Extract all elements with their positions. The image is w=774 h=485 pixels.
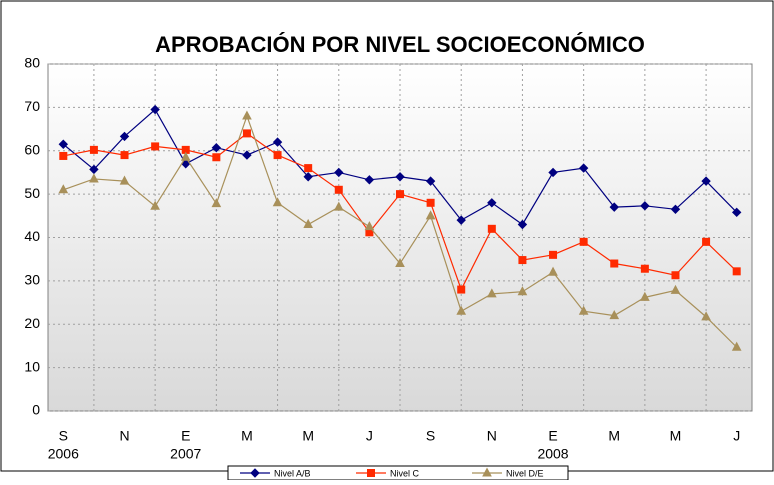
- data-point: [150, 104, 160, 115]
- data-point: [702, 237, 711, 246]
- data-point: [273, 151, 282, 160]
- data-point: [487, 224, 496, 233]
- data-point: [518, 256, 527, 265]
- y-tick-label: 50: [24, 185, 40, 201]
- data-point: [701, 311, 711, 321]
- y-tick-label: 70: [24, 98, 40, 114]
- data-point: [578, 163, 589, 173]
- data-point: [425, 210, 436, 220]
- data-point: [334, 185, 343, 194]
- data-point: [671, 271, 680, 280]
- legend-marker: [367, 469, 375, 477]
- y-tick-label: 10: [24, 358, 40, 374]
- year-label: 2006: [48, 446, 79, 462]
- x-tick-label: E: [548, 428, 557, 444]
- data-point: [517, 219, 528, 230]
- y-tick-label: 0: [32, 402, 40, 418]
- x-tick-label: N: [487, 428, 497, 444]
- data-point: [670, 204, 681, 215]
- data-point: [211, 143, 222, 153]
- data-point: [731, 341, 742, 351]
- data-point: [579, 237, 588, 246]
- data-point: [89, 173, 99, 183]
- data-point: [396, 190, 404, 199]
- data-point: [119, 131, 130, 142]
- x-tick-label: E: [181, 428, 190, 444]
- legend-marker: [250, 468, 260, 478]
- legend-label: Nivel A/B: [274, 468, 311, 478]
- data-point: [640, 201, 650, 211]
- data-point: [640, 291, 650, 301]
- data-point: [303, 218, 314, 228]
- data-point: [732, 267, 741, 276]
- data-point: [486, 288, 497, 298]
- x-tick-label: N: [119, 428, 129, 444]
- data-point: [364, 221, 375, 231]
- x-tick-label: J: [366, 428, 373, 444]
- data-point: [150, 200, 160, 210]
- x-tick-label: M: [241, 428, 253, 444]
- data-point: [610, 259, 619, 268]
- data-point: [364, 175, 375, 185]
- data-point: [242, 150, 252, 160]
- data-point: [487, 198, 497, 208]
- year-label: 2008: [537, 446, 568, 462]
- chart-title: APROBACIÓN POR NIVEL SOCIOECONÓMICO: [155, 32, 645, 57]
- x-tick-label: J: [733, 428, 740, 444]
- data-point: [640, 264, 649, 273]
- data-point: [211, 198, 222, 208]
- data-point: [242, 129, 251, 138]
- data-point: [395, 257, 405, 268]
- year-label: 2007: [170, 446, 201, 462]
- data-point: [701, 176, 711, 186]
- y-tick-label: 40: [24, 228, 40, 244]
- data-point: [89, 145, 98, 154]
- x-tick-label: S: [426, 428, 435, 444]
- x-tick-label: M: [670, 428, 682, 444]
- data-point: [58, 184, 69, 194]
- legend-label: Nivel D/E: [506, 468, 544, 478]
- data-point: [670, 284, 681, 294]
- data-point: [180, 151, 191, 161]
- legend-label: Nivel C: [390, 468, 420, 478]
- data-point: [731, 207, 742, 218]
- x-tick-label: S: [59, 428, 68, 444]
- data-point: [548, 167, 558, 178]
- data-point: [456, 215, 466, 225]
- y-tick-label: 60: [24, 141, 40, 157]
- data-point: [395, 172, 405, 182]
- legend-marker: [482, 467, 492, 477]
- y-tick-label: 30: [24, 272, 40, 288]
- data-point: [549, 250, 558, 259]
- data-point: [609, 310, 620, 320]
- data-point: [59, 151, 68, 160]
- y-tick-label: 80: [24, 55, 40, 71]
- data-point: [425, 176, 436, 186]
- data-point: [58, 139, 69, 149]
- data-point: [304, 164, 313, 173]
- data-point: [334, 167, 344, 178]
- data-point: [272, 137, 283, 147]
- x-tick-label: M: [608, 428, 620, 444]
- data-point: [119, 175, 130, 185]
- data-point: [426, 198, 435, 207]
- data-point: [120, 151, 129, 160]
- data-point: [303, 172, 313, 182]
- data-point: [456, 305, 467, 315]
- data-point: [272, 197, 283, 207]
- data-point: [151, 142, 160, 151]
- data-point: [578, 305, 589, 315]
- data-point: [457, 285, 466, 294]
- data-point: [242, 110, 252, 120]
- data-point: [548, 266, 558, 276]
- x-tick-label: M: [302, 428, 314, 444]
- data-point: [609, 202, 619, 212]
- data-point: [333, 201, 344, 211]
- data-point: [212, 153, 221, 162]
- y-tick-label: 20: [24, 315, 40, 331]
- data-point: [517, 286, 528, 296]
